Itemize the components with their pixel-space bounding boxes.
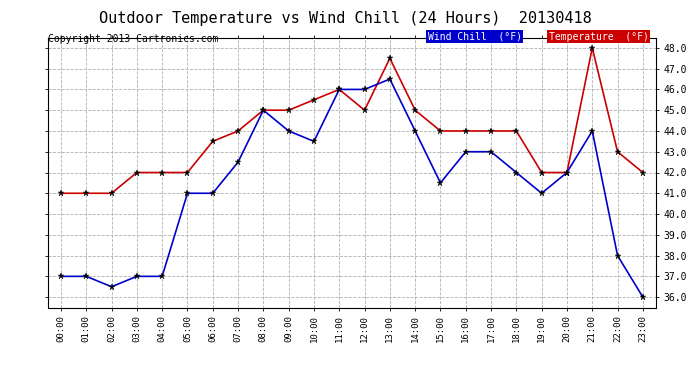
Text: Temperature  (°F): Temperature (°F) <box>549 32 649 42</box>
Text: Outdoor Temperature vs Wind Chill (24 Hours)  20130418: Outdoor Temperature vs Wind Chill (24 Ho… <box>99 11 591 26</box>
Text: Wind Chill  (°F): Wind Chill (°F) <box>428 32 522 42</box>
Text: Copyright 2013 Cartronics.com: Copyright 2013 Cartronics.com <box>48 34 219 44</box>
